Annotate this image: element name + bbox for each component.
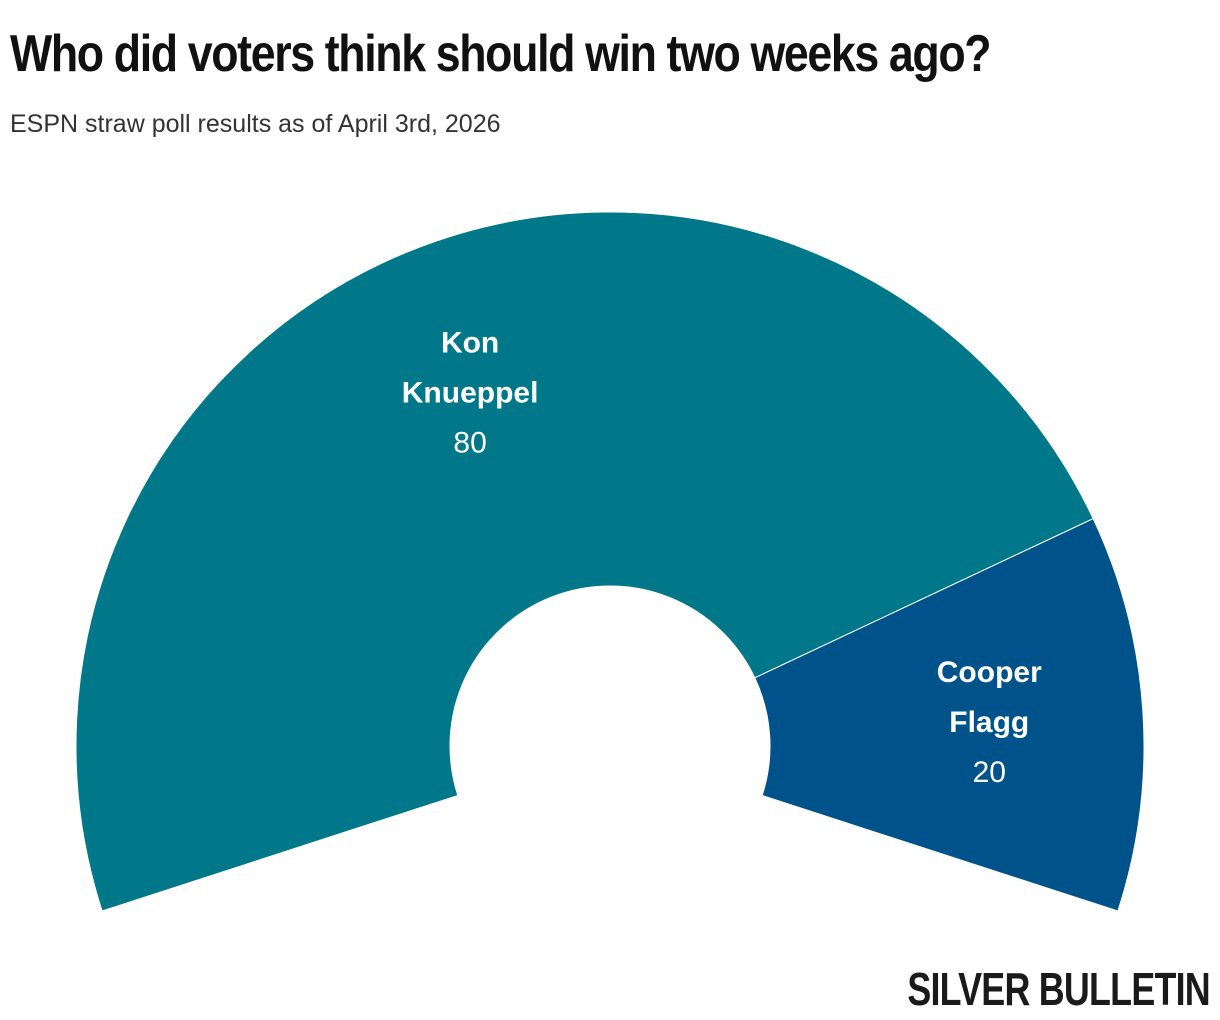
slice-name-label: Flagg	[949, 706, 1029, 739]
slice-value-label: 80	[453, 427, 486, 460]
chart-subtitle: ESPN straw poll results as of April 3rd,…	[10, 110, 501, 138]
slice-kon-knueppel	[75, 211, 1094, 912]
slice-name-label: Kon	[441, 327, 499, 360]
slice-cooper-flagg	[754, 517, 1145, 912]
slice-name-label: Cooper	[937, 656, 1042, 689]
silver-bulletin-logo: SILVER BULLETIN	[907, 963, 1210, 1015]
chart-title: Who did voters think should win two week…	[10, 25, 992, 83]
slice-name-label: Knueppel	[402, 377, 539, 410]
slice-value-label: 20	[973, 756, 1006, 789]
